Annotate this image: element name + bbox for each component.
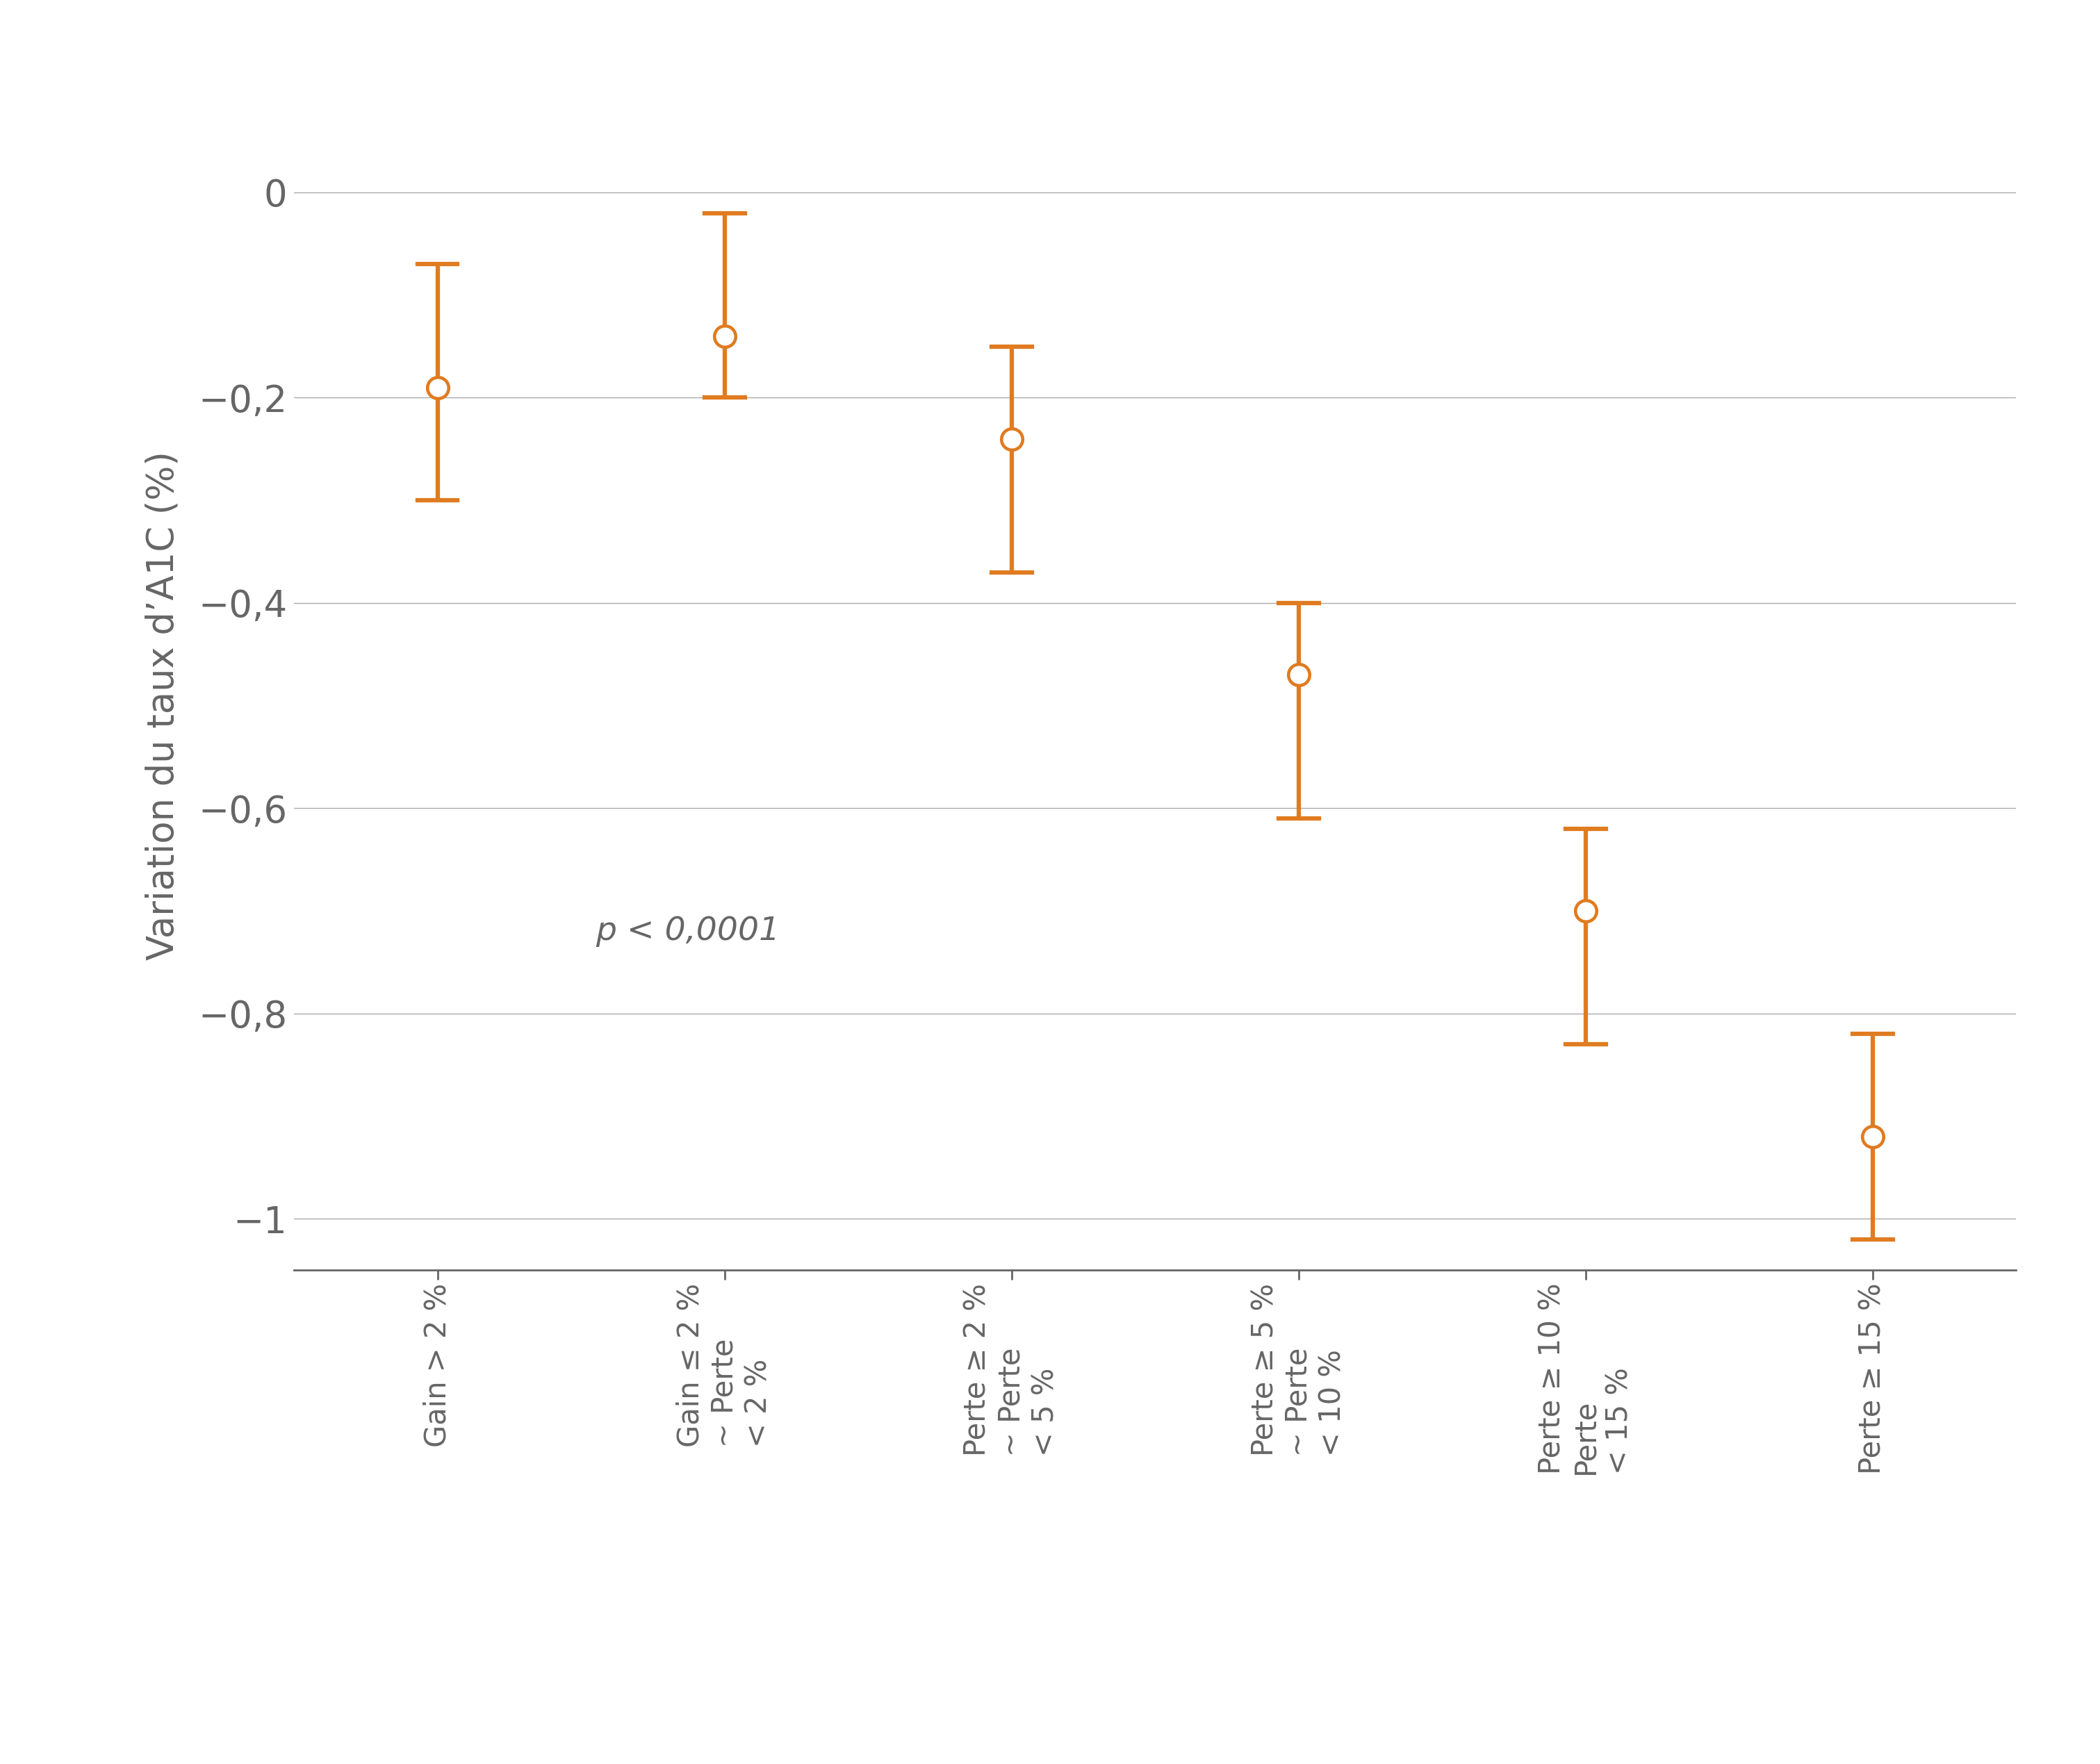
- Text: p < 0,0001: p < 0,0001: [596, 916, 779, 947]
- Y-axis label: Variation du taux d’A1C (%): Variation du taux d’A1C (%): [145, 452, 181, 960]
- Text: Variation du taux d’A1C (en %) par catégorie de perte de poids: Variation du taux d’A1C (en %) par catég…: [46, 53, 1766, 102]
- Text: 35: 35: [1997, 28, 2041, 58]
